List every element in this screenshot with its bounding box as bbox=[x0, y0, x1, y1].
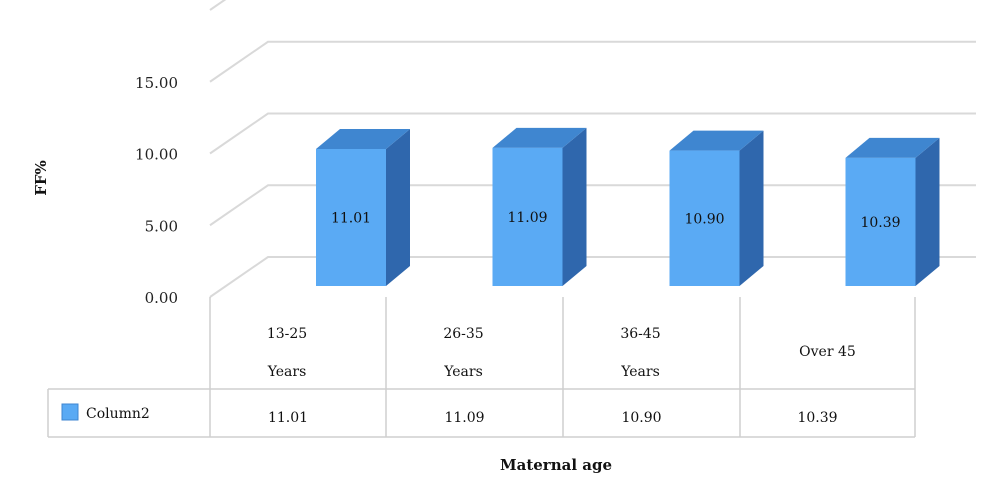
x-axis-title: Maternal age bbox=[500, 456, 612, 474]
bar-top bbox=[669, 130, 764, 151]
bar-top bbox=[316, 129, 410, 150]
y-tick-label: 15.00 bbox=[135, 74, 178, 92]
gridline bbox=[209, 40, 976, 83]
bar-side bbox=[386, 129, 410, 286]
table-value: 10.39 bbox=[797, 410, 837, 426]
y-tick-label: 0.00 bbox=[145, 289, 178, 307]
bars bbox=[316, 127, 940, 287]
bar-side bbox=[562, 127, 587, 287]
y-tick-label: 5.00 bbox=[145, 217, 178, 235]
bar-side bbox=[915, 137, 940, 286]
table-value: 11.09 bbox=[444, 410, 484, 426]
legend-swatch bbox=[61, 403, 79, 421]
bar-side bbox=[739, 130, 764, 286]
data-label: 11.09 bbox=[507, 210, 547, 226]
category-label: Years bbox=[267, 364, 307, 380]
category-label: 36-45 bbox=[620, 326, 660, 342]
table-value: 11.01 bbox=[268, 410, 308, 426]
data-label: 11.01 bbox=[331, 211, 371, 227]
data-label: 10.90 bbox=[684, 211, 724, 227]
bar bbox=[492, 147, 563, 286]
data-labels: 11.01 11.09 10.90 10.39 bbox=[331, 210, 901, 231]
data-table: 13-25 Years 26-35 Years 36-45 Years Over 45 Col… bbox=[47, 297, 916, 438]
category-label: Over 45 bbox=[799, 344, 856, 360]
category-label: 13-25 bbox=[267, 326, 307, 342]
bar bbox=[316, 149, 386, 286]
bar bbox=[845, 157, 916, 286]
table-value: 10.90 bbox=[621, 410, 661, 426]
category-label: Years bbox=[443, 364, 483, 380]
category-label: 26-35 bbox=[443, 326, 483, 342]
y-axis-ticks: 0.00 5.00 10.00 15.00 bbox=[135, 74, 178, 307]
category-label: Years bbox=[620, 364, 660, 380]
bar-top bbox=[492, 127, 587, 148]
gridline bbox=[209, 0, 227, 11]
y-axis-title: FF% bbox=[32, 160, 50, 196]
bar bbox=[669, 150, 740, 286]
legend-label: Column2 bbox=[86, 406, 150, 422]
bar-top bbox=[845, 137, 940, 158]
data-label: 10.39 bbox=[860, 215, 900, 231]
gridline bbox=[209, 112, 976, 155]
y-tick-label: 10.00 bbox=[135, 146, 178, 164]
